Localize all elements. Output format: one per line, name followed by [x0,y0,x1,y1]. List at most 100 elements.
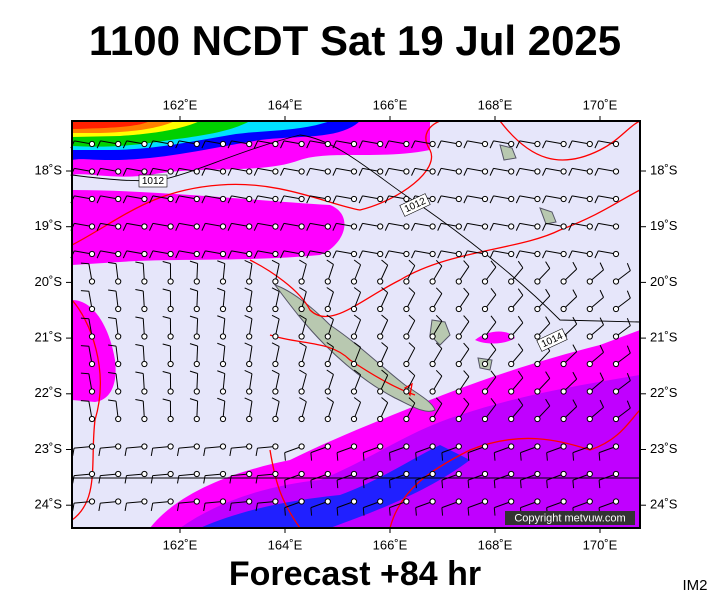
barb-station [167,443,174,450]
barb-station [246,305,253,313]
barb-flag [467,507,470,516]
barb-flag [217,260,225,265]
barb-station [481,168,489,175]
barb-flag [96,168,101,176]
barb-flag [80,345,89,347]
barb-station [350,333,358,340]
barb-flag [415,507,417,516]
barb-station [403,388,410,395]
barb-station [586,360,593,368]
title: 1100 NCDT Sat 19 Jul 2025 [89,17,621,64]
barb-station [167,195,174,203]
barb-station [481,278,489,285]
barb-flag [149,140,154,149]
barb-station [455,470,462,478]
barb-station [534,498,541,505]
barb-flag [411,223,416,231]
barb-station [167,168,174,175]
barb-station [141,140,148,148]
barb-station [429,250,436,258]
barb-station [508,250,515,258]
barb-flag [176,502,180,512]
lat-label: 22˚S [650,385,678,400]
barb-flag [572,316,578,325]
barb-flag [572,261,578,270]
barb-station [534,470,541,478]
barb-flag [271,314,280,320]
barb-flag [353,397,361,403]
barb-flag [96,195,101,204]
barb-flag [280,195,285,204]
barb-flag [542,140,547,149]
barb-station [534,415,541,423]
labels: 162˚E 162˚E 164˚E 164˚E 166˚E 166˚E 168˚E 168˚E… [35,97,678,552]
barb-station [455,168,462,175]
barb-flag [599,317,604,326]
barb-flag [310,507,313,516]
barb-station [429,498,436,505]
barb-flag [437,168,442,176]
barb-station [377,415,384,423]
barb-flag [162,343,171,347]
barb-station [193,140,200,148]
barb-flag [572,289,578,297]
barb-flag [599,399,604,408]
barb-station [586,278,593,285]
barb-flag [244,315,253,320]
barb-station [508,195,515,203]
barb-station [167,498,174,505]
wind-shade [72,121,150,129]
barb-station [560,360,567,368]
barb-flag [162,316,171,319]
barb-station [246,415,253,423]
barb-station [88,360,96,368]
barb-station [350,250,358,258]
barb-flag [310,452,313,461]
barb-flag [98,502,101,512]
barb-flag [415,480,417,489]
barb-flag [189,315,198,319]
barb-station [115,168,122,175]
barb-flag [517,398,524,406]
barb-flag [358,195,363,204]
barb-station [298,305,305,313]
barb-station [324,498,331,505]
barb-flag [490,260,497,268]
barb-station [219,140,227,148]
barb-flag [280,168,285,176]
barb-station [377,168,384,175]
barb-station [508,223,515,230]
barb-station [455,388,462,395]
barb-flag [517,315,524,324]
barb-flag [227,195,232,204]
barb-flag [175,223,180,231]
barb-flag [227,140,232,149]
barb-station [377,250,384,258]
barb-flag [336,507,339,516]
barb-station [560,168,567,175]
barb-flag [599,344,604,353]
barb-flag [384,168,390,176]
barb-flag [381,397,389,404]
barb-flag [599,289,604,298]
barb-flag [353,342,361,348]
barb-station [455,195,462,203]
barb-station [115,223,122,230]
barb-station [324,415,331,423]
barb-flag [255,447,258,457]
barb-flag [545,316,551,324]
barb-station [193,333,200,340]
barb-flag [408,369,416,376]
barb-station [141,250,148,258]
barb-station [403,498,410,505]
barb-station [508,388,515,395]
barb-station [298,250,305,258]
barb-flag [162,371,171,374]
barb-flag [217,370,225,375]
barb-station [298,223,305,230]
barb-station [272,140,279,148]
barb-flag [332,250,337,259]
barb-station [167,278,174,285]
lon-label: 170˚E [583,97,618,112]
barb-station [272,333,279,340]
